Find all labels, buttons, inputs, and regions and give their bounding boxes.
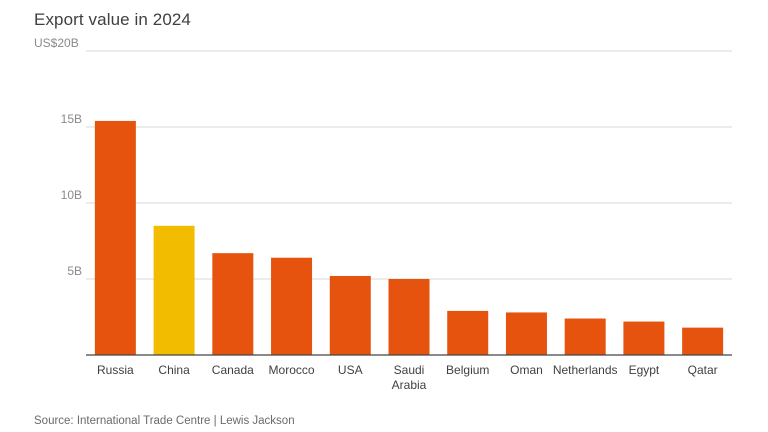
bar <box>212 253 254 355</box>
bar <box>329 275 371 355</box>
bar <box>94 120 136 355</box>
bar <box>153 225 195 355</box>
x-tick-label: Netherlands <box>553 363 618 377</box>
bar <box>505 312 547 355</box>
bar <box>447 310 489 355</box>
bar <box>682 327 724 355</box>
bar <box>564 318 606 355</box>
x-tick-label: Morocco <box>269 363 315 377</box>
y-tick-label: US$20B <box>34 36 79 50</box>
bar <box>623 321 665 355</box>
x-tick-label: Belgium <box>446 363 489 377</box>
chart-source: Source: International Trade Centre | Lew… <box>34 415 295 427</box>
y-tick-label: 10B <box>61 188 82 202</box>
x-tick-label: Saudi Arabia <box>392 363 427 392</box>
bar <box>388 279 430 355</box>
bar <box>271 257 313 355</box>
x-tick-label: China <box>158 363 190 377</box>
x-tick-label: Qatar <box>688 363 718 377</box>
x-tick-label: Egypt <box>629 363 660 377</box>
y-tick-label: 5B <box>67 264 82 278</box>
x-tick-label: Oman <box>510 363 543 377</box>
x-tick-label: USA <box>338 363 363 377</box>
y-tick-label: 15B <box>61 112 82 126</box>
x-tick-label: Russia <box>97 363 134 377</box>
x-tick-label: Canada <box>212 363 254 377</box>
chart-title: Export value in 2024 <box>34 10 191 29</box>
